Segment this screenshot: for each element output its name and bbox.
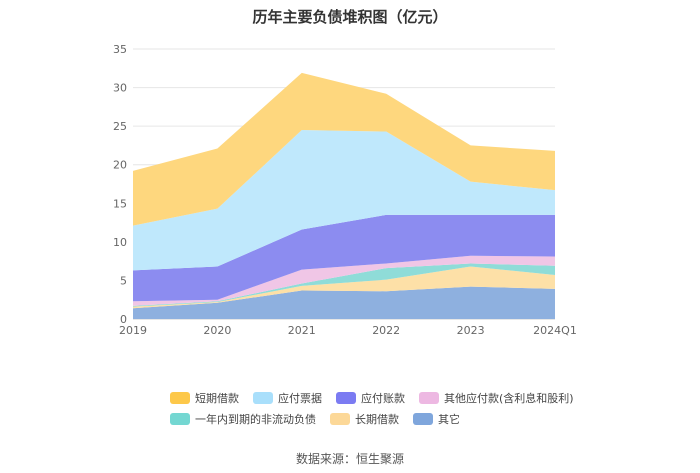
y-tick-label: 30 [113, 82, 127, 95]
legend-swatch [413, 413, 433, 425]
area-series-2 [133, 266, 555, 309]
legend-label: 应付票据 [278, 392, 322, 405]
legend-item[interactable]: 短期借款 [170, 390, 239, 406]
area-series-7 [133, 72, 555, 226]
legend-label: 长期借款 [355, 413, 399, 426]
x-tick-label: 2019 [119, 324, 147, 337]
y-tick-label: 25 [113, 120, 127, 133]
area-series-5 [133, 214, 555, 302]
legend-item[interactable]: 其他应付款(含利息和股利) [419, 390, 574, 406]
axis-layer: 0 5 10 15 20 25 30 35 2019 2020 2021 2022 2023 2024Q1 [113, 43, 577, 337]
y-tick-label: 10 [113, 236, 127, 249]
x-tick-label: 2022 [372, 324, 400, 337]
legend-label: 其它 [438, 413, 460, 426]
area-series-6 [133, 130, 555, 271]
legend-item[interactable]: 其它 [413, 411, 460, 427]
legend-swatch [253, 392, 273, 404]
data-source: 数据来源：恒生聚源 [295, 452, 404, 466]
area-layer [133, 72, 555, 319]
legend-swatch [419, 392, 439, 404]
y-tick-label: 15 [113, 197, 127, 210]
x-tick-label: 2023 [457, 324, 485, 337]
x-tick-label: 2021 [288, 324, 316, 337]
legend-label: 短期借款 [195, 392, 239, 405]
legend-item[interactable]: 长期借款 [330, 411, 399, 427]
stacked-area-chart: 0 5 10 15 20 25 30 35 2019 2020 2021 2022 2023 2024Q1 [113, 43, 577, 337]
legend-label: 一年内到期的非流动负债 [195, 413, 316, 426]
legend-swatch [170, 413, 190, 425]
legend-swatch [336, 392, 356, 404]
y-tick-label: 0 [120, 313, 127, 326]
legend-label: 应付账款 [361, 392, 405, 405]
legend-item[interactable]: 一年内到期的非流动负债 [170, 411, 316, 427]
legend-row-2: 一年内到期的非流动负债 长期借款 其它 [170, 409, 590, 429]
legend-swatch [330, 413, 350, 425]
y-tick-label: 35 [113, 43, 127, 56]
legend-item[interactable]: 应付账款 [336, 390, 405, 406]
chart-title: 历年主要负债堆积图（亿元） [252, 8, 448, 26]
legend: 短期借款 应付票据 应付账款 其他应付款(含利息和股利) 一年内到期的非流动负债 长期借… [170, 388, 590, 430]
legend-row-1: 短期借款 应付票据 应付账款 其他应付款(含利息和股利) [170, 388, 590, 408]
x-tick-label: 2024Q1 [533, 324, 577, 337]
area-series-4 [133, 255, 555, 306]
area-series-1 [133, 286, 555, 319]
x-tick-label: 2020 [203, 324, 231, 337]
legend-item[interactable]: 应付票据 [253, 390, 322, 406]
legend-label: 其他应付款(含利息和股利) [444, 392, 574, 405]
legend-swatch [170, 392, 190, 404]
y-tick-label: 5 [120, 274, 127, 287]
area-series-3 [133, 263, 555, 307]
y-tick-label: 20 [113, 159, 127, 172]
